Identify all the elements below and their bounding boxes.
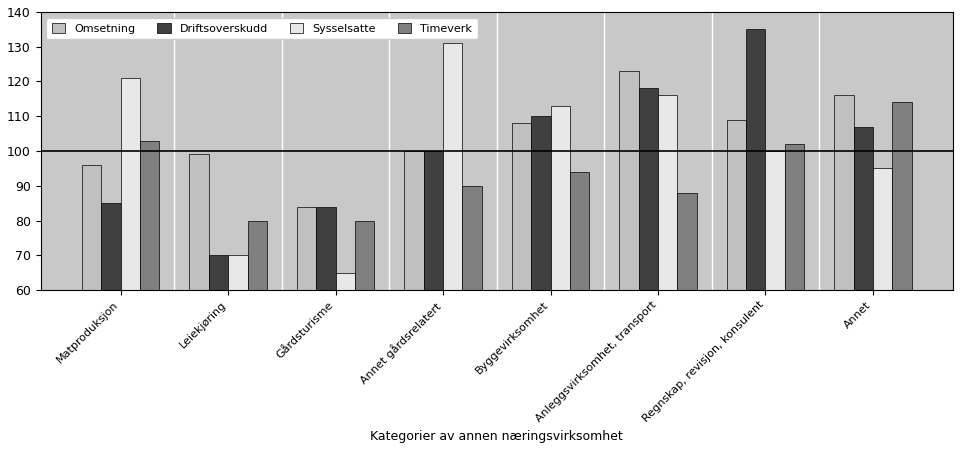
Bar — [892, 102, 912, 450]
Bar — [531, 116, 550, 450]
Bar — [570, 172, 589, 450]
Bar — [102, 203, 121, 450]
Bar — [765, 151, 784, 450]
Bar — [512, 123, 531, 450]
Legend: Omsetning, Driftsoverskudd, Sysselsatte, Timeverk: Omsetning, Driftsoverskudd, Sysselsatte,… — [46, 18, 477, 40]
Bar — [678, 193, 697, 450]
Bar — [228, 255, 248, 450]
Bar — [873, 168, 892, 450]
Bar — [248, 220, 267, 450]
Bar — [658, 95, 678, 450]
X-axis label: Kategorier av annen næringsvirksomhet: Kategorier av annen næringsvirksomhet — [371, 430, 623, 443]
Bar — [82, 165, 102, 450]
Bar — [727, 120, 746, 450]
Bar — [550, 106, 570, 450]
Bar — [463, 186, 482, 450]
Bar — [423, 151, 444, 450]
Bar — [404, 151, 423, 450]
Bar — [355, 220, 374, 450]
Bar — [444, 43, 463, 450]
Bar — [746, 29, 765, 450]
Bar — [209, 255, 228, 450]
Bar — [784, 144, 804, 450]
Bar — [834, 95, 853, 450]
Bar — [336, 273, 355, 450]
Bar — [140, 140, 159, 450]
Bar — [121, 78, 140, 450]
Bar — [853, 126, 873, 450]
Bar — [619, 71, 638, 450]
Bar — [297, 207, 316, 450]
Bar — [189, 154, 209, 450]
Bar — [638, 89, 658, 450]
Bar — [316, 207, 336, 450]
